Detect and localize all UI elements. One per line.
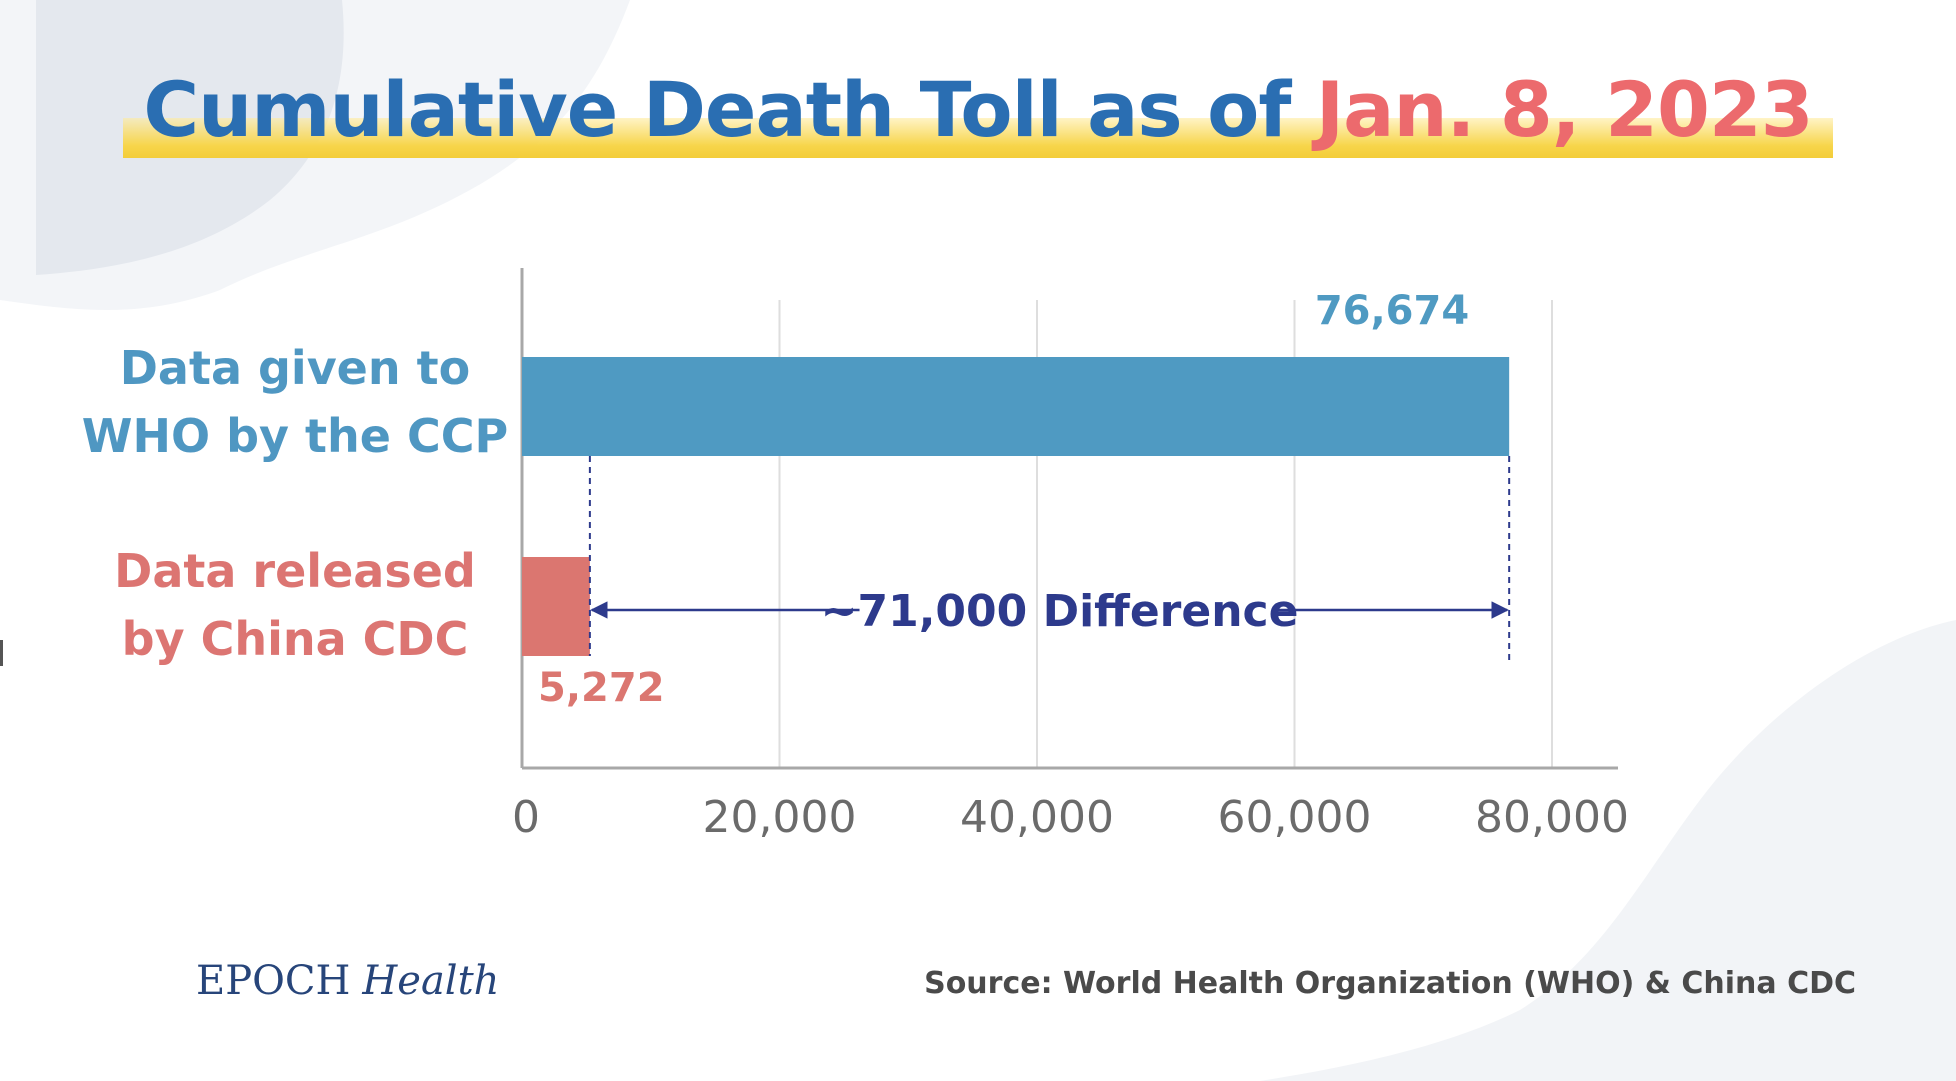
epoch-health-logo: EPOCH Health (196, 958, 499, 1004)
category-label-who-line2: WHO by the CCP (81, 409, 509, 463)
title-wrap: Cumulative Death Toll as of Jan. 8, 2023 (0, 60, 1956, 160)
bg-blob-bottom-right (1260, 620, 1956, 1081)
logo-caps: EPOCH (196, 958, 351, 1004)
x-tick-label-60000: 60,000 (1218, 792, 1372, 843)
axes (520, 268, 1618, 770)
category-label-cdc-line2: by China CDC (121, 612, 469, 666)
difference-label: ~71,000 Difference (821, 586, 1299, 637)
category-label-who-line1: Data given to (119, 341, 471, 395)
logo-italic: Health (362, 958, 500, 1004)
bars (522, 357, 1510, 656)
chart-title: Cumulative Death Toll as of Jan. 8, 2023 (123, 60, 1833, 160)
bar-china-cdc (522, 557, 590, 656)
x-tick-label-20000: 20,000 (703, 792, 857, 843)
title-date: Jan. 8, 2023 (1315, 65, 1814, 154)
value-label-cdc: 5,272 (538, 665, 665, 711)
x-tick-label-40000: 40,000 (960, 792, 1114, 843)
value-labels: 76,674 5,272 (538, 288, 1469, 711)
value-label-who: 76,674 (1315, 288, 1469, 334)
x-tick-label-0: 0 (512, 792, 540, 843)
x-tick-label-80000: 80,000 (1475, 792, 1629, 843)
bar-who-ccp (522, 357, 1510, 456)
category-label-cdc-line1: Data released (114, 544, 476, 598)
title-main: Cumulative Death Toll as of (143, 65, 1316, 154)
x-tick-labels: 0 20,000 40,000 60,000 80,000 (512, 792, 1629, 843)
category-label-cdc: Data released by China CDC (90, 537, 500, 673)
edge-mark (0, 640, 3, 666)
source-text: Source: World Health Organization (WHO) … (924, 966, 1856, 1001)
difference-annotation: ~71,000 Difference (588, 456, 1511, 664)
category-label-who: Data given to WHO by the CCP (80, 334, 510, 470)
